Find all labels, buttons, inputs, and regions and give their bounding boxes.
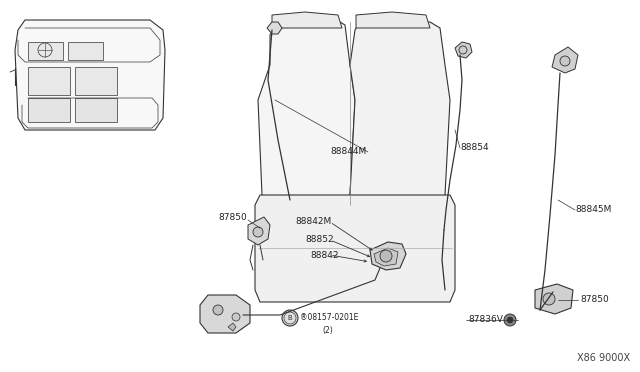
Circle shape [504, 314, 516, 326]
Circle shape [213, 305, 223, 315]
Polygon shape [350, 22, 450, 205]
Polygon shape [68, 42, 103, 60]
Polygon shape [255, 195, 455, 302]
Polygon shape [15, 20, 165, 130]
Text: 88844M: 88844M [330, 148, 366, 157]
Circle shape [232, 313, 240, 321]
Polygon shape [248, 217, 270, 245]
Text: ®08157-0201E: ®08157-0201E [300, 314, 358, 323]
Polygon shape [75, 98, 117, 122]
Polygon shape [374, 248, 398, 266]
Polygon shape [258, 22, 355, 205]
Polygon shape [356, 12, 430, 28]
Polygon shape [28, 67, 70, 95]
Circle shape [507, 317, 513, 323]
Text: 88854: 88854 [460, 144, 488, 153]
Polygon shape [370, 242, 406, 270]
Circle shape [560, 56, 570, 66]
Text: 88845M: 88845M [575, 205, 611, 215]
Text: (2): (2) [322, 326, 333, 334]
Polygon shape [272, 12, 342, 28]
Text: B: B [287, 315, 292, 321]
Polygon shape [28, 98, 70, 122]
Text: 88852: 88852 [305, 235, 333, 244]
Circle shape [543, 293, 555, 305]
Polygon shape [75, 67, 117, 95]
Circle shape [282, 310, 298, 326]
Polygon shape [455, 42, 472, 58]
Text: X86 9000X: X86 9000X [577, 353, 630, 363]
Text: 87836V: 87836V [468, 315, 503, 324]
Polygon shape [552, 47, 578, 73]
Polygon shape [267, 22, 282, 34]
Circle shape [459, 46, 467, 54]
Text: 88842: 88842 [310, 250, 339, 260]
Polygon shape [228, 323, 236, 331]
Text: 88842M: 88842M [295, 218, 332, 227]
Text: 87850: 87850 [580, 295, 609, 305]
Text: 87850: 87850 [218, 214, 247, 222]
Polygon shape [535, 284, 573, 314]
Polygon shape [28, 42, 63, 60]
Polygon shape [200, 295, 250, 333]
Circle shape [253, 227, 263, 237]
Circle shape [380, 250, 392, 262]
